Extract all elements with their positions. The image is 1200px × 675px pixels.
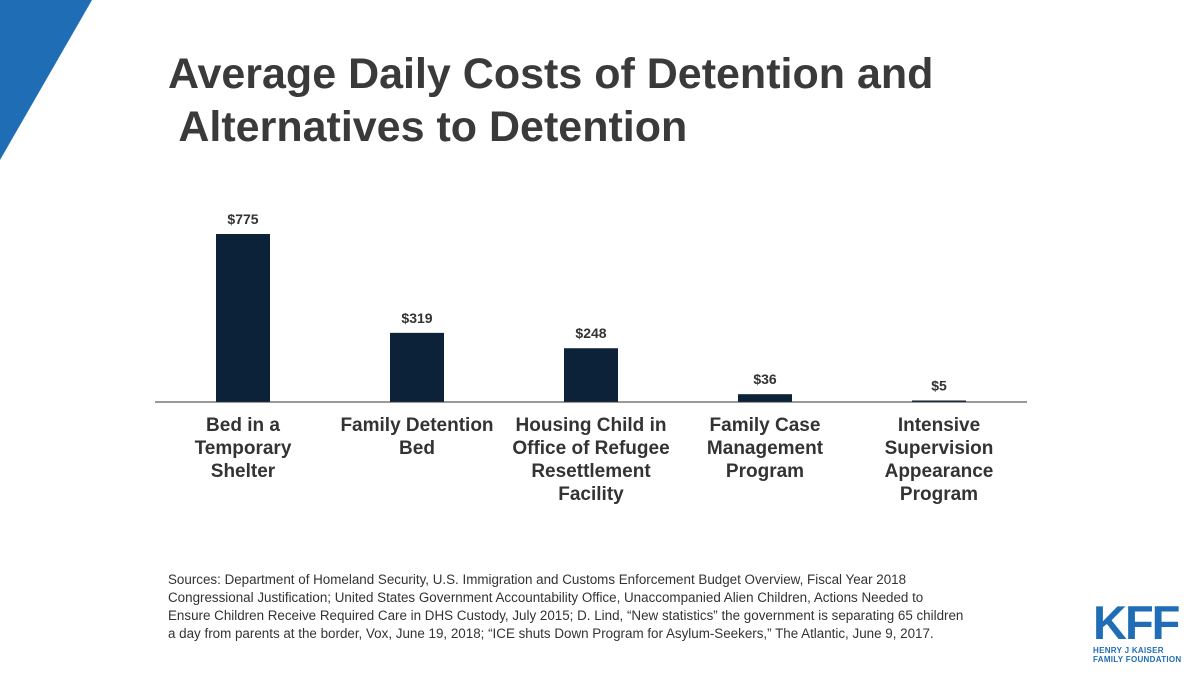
logo-wordmark: KFF [1093, 596, 1180, 649]
title-line-1: Average Daily Costs of Detention and [168, 50, 934, 98]
category-label-2-line-2: Bed [399, 438, 435, 459]
category-label-3-line-2: Office of Refugee [512, 438, 670, 459]
bar-5 [912, 400, 966, 402]
bar-value-label-4: $36 [753, 371, 777, 387]
category-label-5-line-3: Appearance [884, 461, 994, 482]
category-label-3: Housing Child in Office of Refugee Resettl… [501, 414, 681, 506]
category-label-5: Intensive Supervision Appearance Program [849, 414, 1029, 506]
bar-value-label-2: $319 [401, 310, 432, 326]
bar-chart: $775 $319 $248 $36 $5 [155, 211, 1027, 403]
title-line-2: Alternatives to Detention [168, 103, 688, 151]
bar-labels-group: $775 $319 $248 $36 $5 [227, 211, 947, 394]
category-label-2: Family Detention Bed [327, 414, 507, 460]
bar-3 [564, 348, 618, 402]
page-title: Average Daily Costs of Detention and Alt… [168, 48, 1108, 154]
category-label-1-line-1: Bed in a [206, 415, 280, 436]
category-label-3-line-1: Housing Child in [515, 415, 667, 436]
bar-value-label-1: $775 [227, 211, 258, 227]
category-label-5-line-2: Supervision [884, 438, 994, 459]
bar-value-label-5: $5 [931, 378, 947, 394]
category-label-5-line-4: Program [899, 484, 979, 505]
category-label-1-line-3: Shelter [210, 461, 276, 482]
category-label-4: Family Case Management Program [675, 414, 855, 483]
category-label-1: Bed in a Temporary Shelter [153, 414, 333, 483]
bar-1 [216, 234, 270, 402]
kff-logo: KFF HENRY J KAISER FAMILY FOUNDATION [1093, 596, 1189, 664]
category-label-2-line-1: Family Detention [340, 415, 494, 436]
bar-value-label-3: $248 [575, 325, 606, 341]
logo-subtitle-line-1: HENRY J KAISER [1093, 646, 1164, 655]
category-label-3-line-4: Facility [558, 484, 624, 505]
category-label-3-line-3: Resettlement [531, 461, 651, 482]
logo-subtitle-line-2: FAMILY FOUNDATION [1093, 655, 1182, 664]
corner-accent-shape [0, 0, 92, 160]
category-label-4-line-3: Program [725, 461, 805, 482]
category-label-4-line-2: Management [706, 438, 824, 459]
bar-2 [390, 332, 444, 402]
sources-note: Sources: Department of Homeland Security… [168, 572, 964, 641]
category-label-4-line-1: Family Case [709, 415, 821, 436]
bars-group [216, 234, 966, 402]
category-label-5-line-1: Intensive [897, 415, 981, 436]
category-label-1-line-2: Temporary [194, 438, 292, 459]
bar-4 [738, 394, 792, 402]
